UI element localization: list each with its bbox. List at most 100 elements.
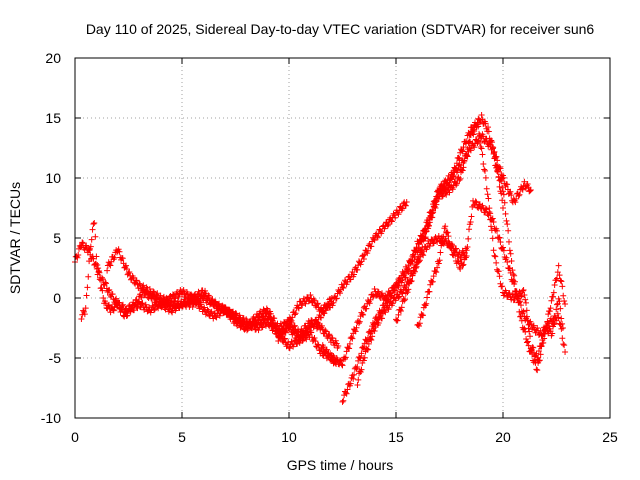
data-point xyxy=(327,350,334,357)
data-point xyxy=(91,219,98,226)
data-point xyxy=(326,331,333,338)
data-point xyxy=(205,292,212,299)
data-point xyxy=(467,219,474,226)
series-trace-9 xyxy=(414,223,470,330)
data-point xyxy=(515,192,522,199)
data-point xyxy=(510,271,517,278)
data-point xyxy=(405,286,412,293)
data-point xyxy=(429,214,436,221)
data-point xyxy=(483,135,490,142)
data-point xyxy=(549,330,556,337)
data-point xyxy=(310,324,317,331)
data-point xyxy=(433,201,440,208)
series-trace-3 xyxy=(104,246,335,352)
data-point xyxy=(500,244,506,251)
data-point xyxy=(540,339,547,346)
data-point xyxy=(534,367,541,374)
data-point xyxy=(513,293,520,300)
data-point xyxy=(304,331,311,338)
data-point xyxy=(201,304,208,311)
data-point xyxy=(544,318,551,325)
data-point xyxy=(559,335,566,342)
data-point xyxy=(323,328,330,335)
data-point xyxy=(530,322,537,329)
data-point xyxy=(550,289,557,296)
data-point xyxy=(448,245,455,252)
data-point xyxy=(154,290,161,297)
data-point xyxy=(490,247,497,254)
data-point xyxy=(374,288,381,295)
data-point xyxy=(366,300,373,307)
data-point xyxy=(138,300,145,307)
data-point xyxy=(189,303,196,310)
data-point xyxy=(484,191,491,198)
data-point xyxy=(499,283,506,290)
data-point xyxy=(355,320,362,327)
data-point xyxy=(508,258,515,265)
data-point xyxy=(478,145,485,152)
data-point xyxy=(90,220,97,227)
data-point xyxy=(543,324,550,331)
data-point xyxy=(459,167,466,174)
data-point xyxy=(550,293,557,300)
data-point xyxy=(420,252,427,259)
data-point xyxy=(432,204,439,211)
data-point xyxy=(373,292,380,299)
data-point xyxy=(92,233,99,240)
data-point xyxy=(491,252,498,259)
data-point xyxy=(363,305,370,312)
data-point xyxy=(550,321,557,328)
data-point xyxy=(523,299,530,306)
data-point xyxy=(385,306,392,313)
data-point xyxy=(482,167,489,174)
data-point xyxy=(412,264,419,271)
data-point xyxy=(456,177,463,184)
data-point xyxy=(487,210,494,217)
data-point xyxy=(562,301,569,307)
data-point xyxy=(313,301,320,308)
data-point xyxy=(426,243,433,250)
data-point xyxy=(402,274,409,281)
data-point xyxy=(466,226,473,233)
data-point xyxy=(485,195,492,202)
data-point xyxy=(134,305,141,312)
data-point xyxy=(226,307,233,314)
x-tick-label: 5 xyxy=(178,429,186,445)
data-point xyxy=(95,265,102,272)
data-point xyxy=(432,268,439,275)
data-point xyxy=(498,178,505,185)
data-point xyxy=(486,205,493,212)
data-point xyxy=(496,234,503,241)
data-point xyxy=(527,187,534,193)
data-point xyxy=(500,247,507,254)
data-point xyxy=(126,308,133,315)
data-point xyxy=(500,174,507,181)
data-point xyxy=(291,311,298,318)
data-point xyxy=(458,147,465,154)
data-point xyxy=(395,294,402,301)
data-point xyxy=(500,191,507,198)
data-point xyxy=(554,310,561,317)
data-point xyxy=(206,293,213,300)
data-point xyxy=(384,222,391,229)
data-point xyxy=(480,160,487,167)
data-point xyxy=(412,248,419,255)
data-point xyxy=(430,273,437,280)
data-point xyxy=(482,205,489,212)
data-point xyxy=(295,305,302,312)
data-point xyxy=(546,308,553,315)
y-axis-title: SDTVAR / TECUs xyxy=(7,182,23,294)
data-point xyxy=(467,138,474,145)
data-point xyxy=(111,254,118,261)
data-point xyxy=(517,313,524,320)
data-point xyxy=(562,349,569,355)
data-point xyxy=(496,183,503,190)
data-point xyxy=(278,333,285,340)
data-point xyxy=(369,293,376,300)
data-point xyxy=(535,357,542,364)
data-point xyxy=(370,236,377,243)
data-point xyxy=(288,317,295,324)
data-point xyxy=(344,386,351,393)
data-point xyxy=(325,332,332,339)
data-point xyxy=(346,345,353,352)
